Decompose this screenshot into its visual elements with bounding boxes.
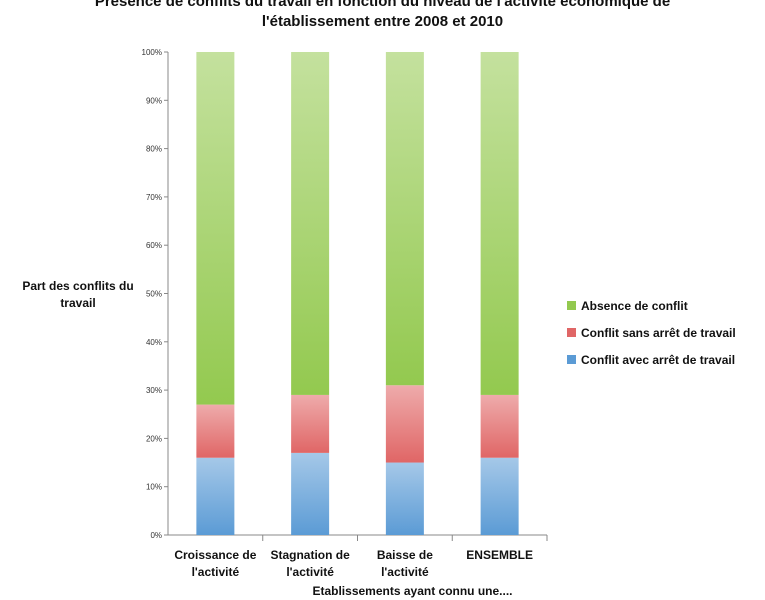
legend-label: Absence de conflit (581, 298, 688, 313)
y-tick-label: 90% (146, 96, 162, 105)
legend-item: Conflit sans arrêt de travail (567, 319, 736, 346)
legend: Absence de conflit Conflit sans arrêt de … (567, 292, 736, 373)
bar-segment (196, 404, 235, 458)
bar-segment (480, 457, 519, 535)
y-tick-label: 10% (146, 483, 162, 492)
x-tick-label: Baisse de l'activité (377, 548, 433, 579)
legend-label: Conflit sans arrêt de travail (581, 325, 736, 340)
y-tick-label: 20% (146, 434, 162, 443)
bar-segment (480, 394, 519, 458)
y-tick-label: 60% (146, 241, 162, 250)
y-tick-label: 40% (146, 338, 162, 347)
bar-segment (196, 457, 235, 535)
y-tick-label: 0% (150, 531, 162, 540)
legend-swatch (567, 355, 576, 364)
y-tick-label: 80% (146, 145, 162, 154)
bar-segment (196, 52, 235, 405)
bar-segment (291, 52, 330, 395)
y-tick-label: 100% (142, 48, 162, 57)
x-tick-label: Stagnation de l'activité (270, 548, 350, 579)
bar-segment (291, 394, 330, 453)
y-tick-label: 50% (146, 290, 162, 299)
chart-title-line-1: Présence de conflits du travail en fonct… (94, 0, 671, 10)
bar-segment (385, 385, 424, 463)
y-tick-label: 70% (146, 193, 162, 202)
chart-title: Présence de conflits du travail en fonct… (0, 0, 765, 32)
x-tick-label: ENSEMBLE (466, 548, 533, 562)
legend-swatch (567, 301, 576, 310)
chart-title-line-2: l'établissement entre 2008 et 2010 (261, 13, 504, 30)
legend-label: Conflit avec arrêt de travail (581, 352, 736, 367)
bar-segment (385, 52, 424, 386)
bar-segment (385, 462, 424, 535)
y-axis-label: Part des conflits du travail (22, 279, 134, 310)
legend-swatch (567, 328, 576, 337)
legend-item: Absence de conflit (567, 292, 736, 319)
legend-item: Conflit avec arrêt de travail (567, 346, 736, 373)
bar-segment (480, 52, 519, 395)
x-tick-label: Croissance de l'activité (174, 548, 256, 579)
y-tick-label: 30% (146, 386, 162, 395)
x-axis-label: Etablissements ayant connu une.... (312, 584, 513, 598)
bar-segment (291, 452, 330, 535)
